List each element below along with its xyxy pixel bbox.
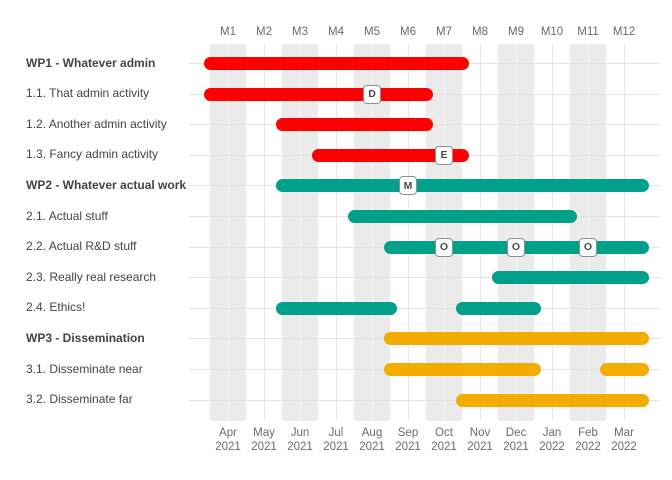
month-name: Nov <box>469 427 491 439</box>
month-gridline <box>623 44 625 421</box>
gantt-bar <box>383 363 541 376</box>
month-label-bottom: Oct 2021 <box>422 426 466 454</box>
month-label-bottom: Jan 2022 <box>530 426 574 454</box>
month-label-top: M2 <box>256 26 272 38</box>
gantt-bar <box>275 179 649 193</box>
month-name: Aug <box>361 427 383 439</box>
month-gridline <box>551 44 553 421</box>
month-label-top: M1 <box>220 26 236 38</box>
row-label-activity: 3.2. Disseminate far <box>26 392 133 407</box>
gantt-bar <box>455 393 649 407</box>
row-guide-line <box>189 399 660 401</box>
month-label-bottom: Sep 2021 <box>386 426 430 454</box>
row-label-activity: 2.2. Actual R&D stuff <box>26 239 137 254</box>
month-label-bottom: Aug 2021 <box>350 426 394 454</box>
gantt-bar <box>491 271 649 285</box>
gantt-bar <box>599 363 649 376</box>
row-label-activity: 2.1. Actual stuff <box>26 208 108 223</box>
month-gridline <box>515 44 517 421</box>
month-gridline <box>443 44 445 421</box>
milestone-marker: O <box>435 237 453 257</box>
month-gridline <box>587 44 589 421</box>
row-label-activity: 3.1. Disseminate near <box>26 361 143 376</box>
year-label: 2021 <box>467 441 493 453</box>
row-label-wp: WP2 - Whatever actual work <box>26 177 187 192</box>
month-label-top: M11 <box>577 26 599 38</box>
gantt-bar <box>311 148 469 162</box>
row-label-wp: WP1 - Whatever admin <box>26 55 156 70</box>
month-name: Mar <box>614 427 634 439</box>
row-label-activity: 1.3. Fancy admin activity <box>26 147 159 162</box>
gantt-bar <box>203 57 469 70</box>
milestone-marker: D <box>363 84 381 104</box>
month-gridline <box>335 44 337 421</box>
month-label-bottom: Feb 2022 <box>566 426 610 454</box>
year-label: 2021 <box>359 441 385 453</box>
year-label: 2022 <box>575 441 601 453</box>
month-name: May <box>253 427 275 439</box>
month-label-bottom: Dec 2021 <box>494 426 538 454</box>
row-label-activity: 2.4. Ethics! <box>26 300 86 315</box>
month-gridline <box>479 44 481 421</box>
year-label: 2021 <box>287 441 313 453</box>
year-label: 2021 <box>395 441 421 453</box>
year-label: 2021 <box>215 441 241 453</box>
month-label-bottom: May 2021 <box>242 426 286 454</box>
row-label-activity: 2.3. Really real research <box>26 269 157 284</box>
row-guide-line <box>189 277 660 279</box>
row-label-activity: 1.2. Another admin activity <box>26 116 167 131</box>
month-name: Dec <box>505 427 527 439</box>
gantt-bar <box>275 301 397 315</box>
month-label-top: M8 <box>472 26 488 38</box>
gantt-bar <box>275 118 433 132</box>
month-name: Apr <box>219 427 237 439</box>
row-guide-line <box>189 307 660 309</box>
year-label: 2022 <box>611 441 637 453</box>
year-label: 2021 <box>323 441 349 453</box>
milestone-marker: O <box>579 237 597 257</box>
month-label-top: M5 <box>364 26 380 38</box>
month-name: Jan <box>542 427 562 439</box>
month-gridline <box>263 44 265 421</box>
month-label-bottom: Apr 2021 <box>206 426 250 454</box>
milestone-marker: O <box>507 237 525 257</box>
month-name: Jul <box>328 427 344 439</box>
month-gridline <box>299 44 301 421</box>
gantt-bar <box>455 301 541 315</box>
row-label-wp: WP3 - Dissemination <box>26 330 145 345</box>
month-name: Sep <box>397 427 419 439</box>
milestone-marker: M <box>399 176 417 196</box>
month-label-top: M4 <box>328 26 344 38</box>
month-name: Feb <box>578 427 598 439</box>
month-gridline <box>227 44 229 421</box>
year-label: 2021 <box>503 441 529 453</box>
month-label-top: M3 <box>292 26 308 38</box>
gantt-bar <box>347 210 577 223</box>
month-label-top: M9 <box>508 26 524 38</box>
month-name: Oct <box>435 427 453 439</box>
month-label-top: M7 <box>436 26 452 38</box>
month-gridline <box>407 44 409 421</box>
year-label: 2021 <box>431 441 457 453</box>
year-label: 2021 <box>251 441 277 453</box>
month-name: Jun <box>290 427 310 439</box>
month-label-top: M10 <box>540 26 564 38</box>
month-label-top: M6 <box>400 26 416 38</box>
month-label-bottom: Jun 2021 <box>278 426 322 454</box>
month-label-bottom: Mar 2022 <box>602 426 646 454</box>
milestone-marker: E <box>435 145 453 165</box>
row-label-activity: 1.1. That admin activity <box>26 86 150 101</box>
year-label: 2022 <box>539 441 565 453</box>
month-gridline <box>371 44 373 421</box>
month-label-bottom: Nov 2021 <box>458 426 502 454</box>
month-label-bottom: Jul 2021 <box>314 426 358 454</box>
gantt-bar <box>383 332 649 346</box>
gantt-bar <box>203 87 433 101</box>
month-label-top: M12 <box>612 26 636 38</box>
